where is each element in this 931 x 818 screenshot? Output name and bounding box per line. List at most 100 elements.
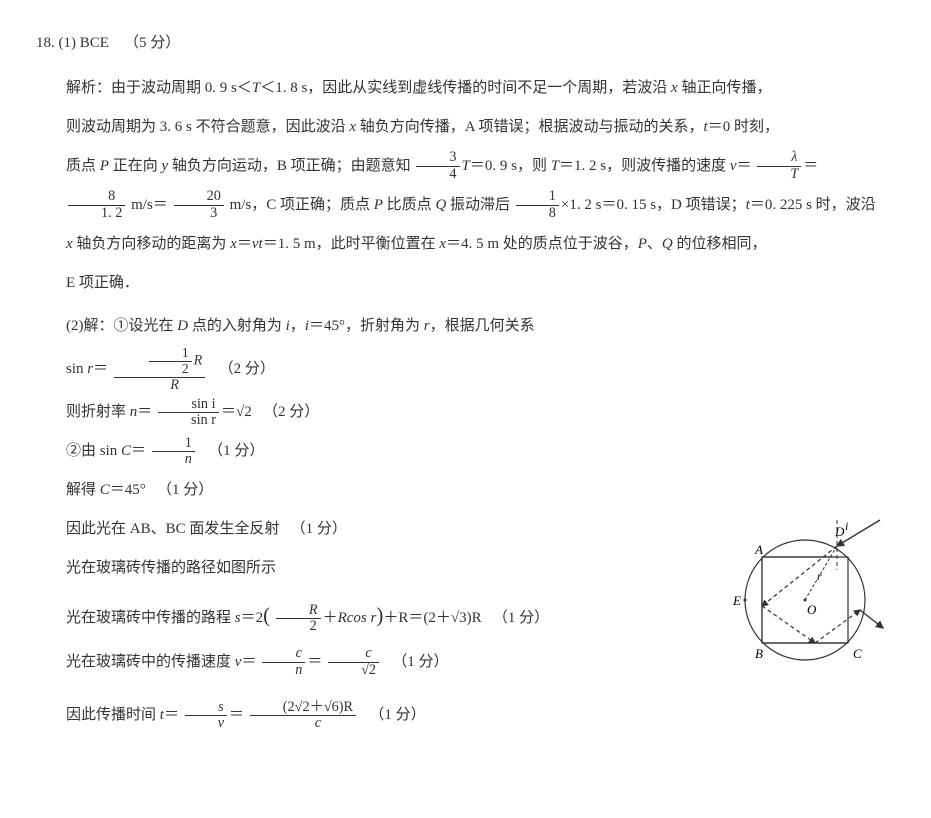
num: 20 bbox=[174, 189, 224, 206]
text: E 项正确． bbox=[66, 275, 139, 291]
part2-path-label: 光在玻璃砖传播的路径如图所示 bbox=[36, 549, 697, 588]
num: 12R bbox=[114, 346, 205, 378]
part2-solveC: 解得 C＝45° （1 分） bbox=[36, 471, 895, 510]
var-P: P bbox=[638, 236, 647, 252]
den: 4 bbox=[416, 167, 459, 183]
var-C: C bbox=[100, 482, 110, 498]
text: ＝1. 5 m，此时平衡位置在 bbox=[263, 236, 440, 252]
text: 比质点 bbox=[383, 197, 436, 213]
text: ＝2 bbox=[241, 610, 264, 626]
text: ＝0. 9 s，则 bbox=[470, 158, 551, 174]
analysis-line-6: E 项正确． bbox=[36, 264, 895, 303]
num: (2√2＋√6)R bbox=[250, 700, 356, 717]
points-1: （1 分） bbox=[392, 654, 448, 670]
points-1: （1 分） bbox=[493, 610, 549, 626]
label-D: D bbox=[834, 524, 845, 539]
fraction-1-n: 1n bbox=[152, 436, 195, 468]
fraction-1-8: 18 bbox=[516, 189, 559, 221]
var-T: T bbox=[252, 80, 260, 96]
text: 正在向 bbox=[109, 158, 162, 174]
fraction-8-1.2: 81. 2 bbox=[68, 189, 125, 221]
text: 、 bbox=[647, 236, 662, 252]
den: 8 bbox=[516, 206, 559, 222]
text: 的位移相同， bbox=[673, 236, 767, 252]
analysis-line-5: x 轴负方向移动的距离为 x＝vt＝1. 5 m，此时平衡位置在 x＝4. 5 … bbox=[36, 225, 895, 264]
fraction-c-n: cn bbox=[262, 646, 305, 678]
text: 振动滞后 bbox=[446, 197, 510, 213]
label-B: B bbox=[755, 646, 763, 661]
points-1: （1 分） bbox=[369, 707, 425, 723]
var-P: P bbox=[100, 158, 109, 174]
text: 轴负方向移动的距离为 bbox=[73, 236, 231, 252]
text: ①设光在 bbox=[114, 318, 178, 334]
part2-s: 光在玻璃砖中传播的路程 s＝2( R2＋Rcos r)＋R＝(2＋√3)R （1… bbox=[36, 588, 697, 643]
den: 2 bbox=[149, 362, 192, 377]
den: T bbox=[757, 167, 801, 183]
den: n bbox=[152, 452, 195, 468]
points-5: （5 分） bbox=[124, 35, 180, 51]
num: sin i bbox=[158, 397, 219, 414]
text: ＋R＝(2＋√3)R bbox=[383, 610, 481, 626]
den: √2 bbox=[328, 663, 379, 679]
label-O: O bbox=[807, 602, 817, 617]
part2-sinr: sin r＝ 12R R （2 分） bbox=[36, 346, 895, 393]
text: 光在玻璃砖中传播的路程 bbox=[66, 610, 235, 626]
num: 1 bbox=[152, 436, 195, 453]
text: 点的入射角为 bbox=[188, 318, 286, 334]
num: 8 bbox=[68, 189, 125, 206]
analysis-line-1: 解析：由于波动周期 0. 9 s＜T＜1. 8 s，因此从实线到虚线传播的时间不… bbox=[36, 69, 895, 108]
var-v: v bbox=[252, 236, 259, 252]
den: R bbox=[114, 378, 205, 394]
num: 3 bbox=[416, 150, 459, 167]
fraction-lambda-T: λT bbox=[757, 150, 801, 182]
text: 解得 bbox=[66, 482, 100, 498]
text: 因此光在 AB、BC 面发生全反射 bbox=[66, 521, 279, 537]
analysis-line-3: 质点 P 正在向 y 轴负方向运动，B 项正确；由题意知 34T＝0. 9 s，… bbox=[36, 147, 895, 186]
fraction-c-sqrt2: c√2 bbox=[328, 646, 379, 678]
part1-label: (1) bbox=[59, 35, 77, 51]
num: c bbox=[262, 646, 305, 663]
text: ②由 sin bbox=[66, 443, 121, 459]
text: ＝45° bbox=[110, 482, 146, 498]
part2-t: 因此传播时间 t＝ sv＝ (2√2＋√6)Rc （1 分） bbox=[36, 696, 895, 735]
text: 由于波动周期 0. 9 s＜ bbox=[111, 80, 252, 96]
eq: ＝ bbox=[803, 158, 818, 174]
var-T: T bbox=[462, 158, 470, 174]
question-header: 18. (1) BCE （5 分） bbox=[36, 24, 895, 63]
points-1: （1 分） bbox=[208, 443, 264, 459]
fraction-20-3: 203 bbox=[174, 189, 224, 221]
points-2: （2 分） bbox=[219, 361, 275, 377]
var-x: x bbox=[230, 236, 237, 252]
fraction-1-2: 12 bbox=[149, 346, 192, 377]
den: 2 bbox=[276, 619, 321, 635]
question-number: 18. bbox=[36, 35, 55, 51]
var-v: v bbox=[730, 158, 737, 174]
fraction-3-4: 34 bbox=[416, 150, 459, 182]
analysis-label: 解析： bbox=[66, 80, 111, 96]
label-r: r bbox=[817, 569, 822, 583]
num: R bbox=[276, 603, 321, 620]
sin-label: sin bbox=[66, 361, 87, 377]
text: ，根据几何关系 bbox=[430, 318, 535, 334]
part2-n: 则折射率 n＝ sin isin r＝√2 （2 分） bbox=[36, 393, 895, 432]
var-Q: Q bbox=[435, 197, 446, 213]
points-2: （2 分） bbox=[263, 404, 319, 420]
var-P: P bbox=[374, 197, 383, 213]
text: ＝0. 225 s 时，波沿 bbox=[750, 197, 876, 213]
var-r: r bbox=[87, 361, 93, 377]
var-x: x bbox=[349, 119, 356, 135]
text: m/s＝ bbox=[127, 197, 167, 213]
Rcosr: Rcos r bbox=[338, 610, 377, 626]
part2-tir: 因此光在 AB、BC 面发生全反射 （1 分） bbox=[36, 510, 697, 549]
den: sin r bbox=[158, 413, 219, 429]
fraction-s-v: sv bbox=[185, 700, 227, 732]
den: 3 bbox=[174, 206, 224, 222]
answer1: BCE bbox=[80, 35, 109, 51]
var-T: T bbox=[551, 158, 559, 174]
points-1: （1 分） bbox=[291, 521, 347, 537]
fraction-sini-sinr: sin isin r bbox=[158, 397, 219, 429]
text: ＝4. 5 m 处的质点位于波谷， bbox=[446, 236, 638, 252]
var-x: x bbox=[671, 80, 678, 96]
var-R: R bbox=[194, 353, 203, 369]
var-D: D bbox=[177, 318, 188, 334]
